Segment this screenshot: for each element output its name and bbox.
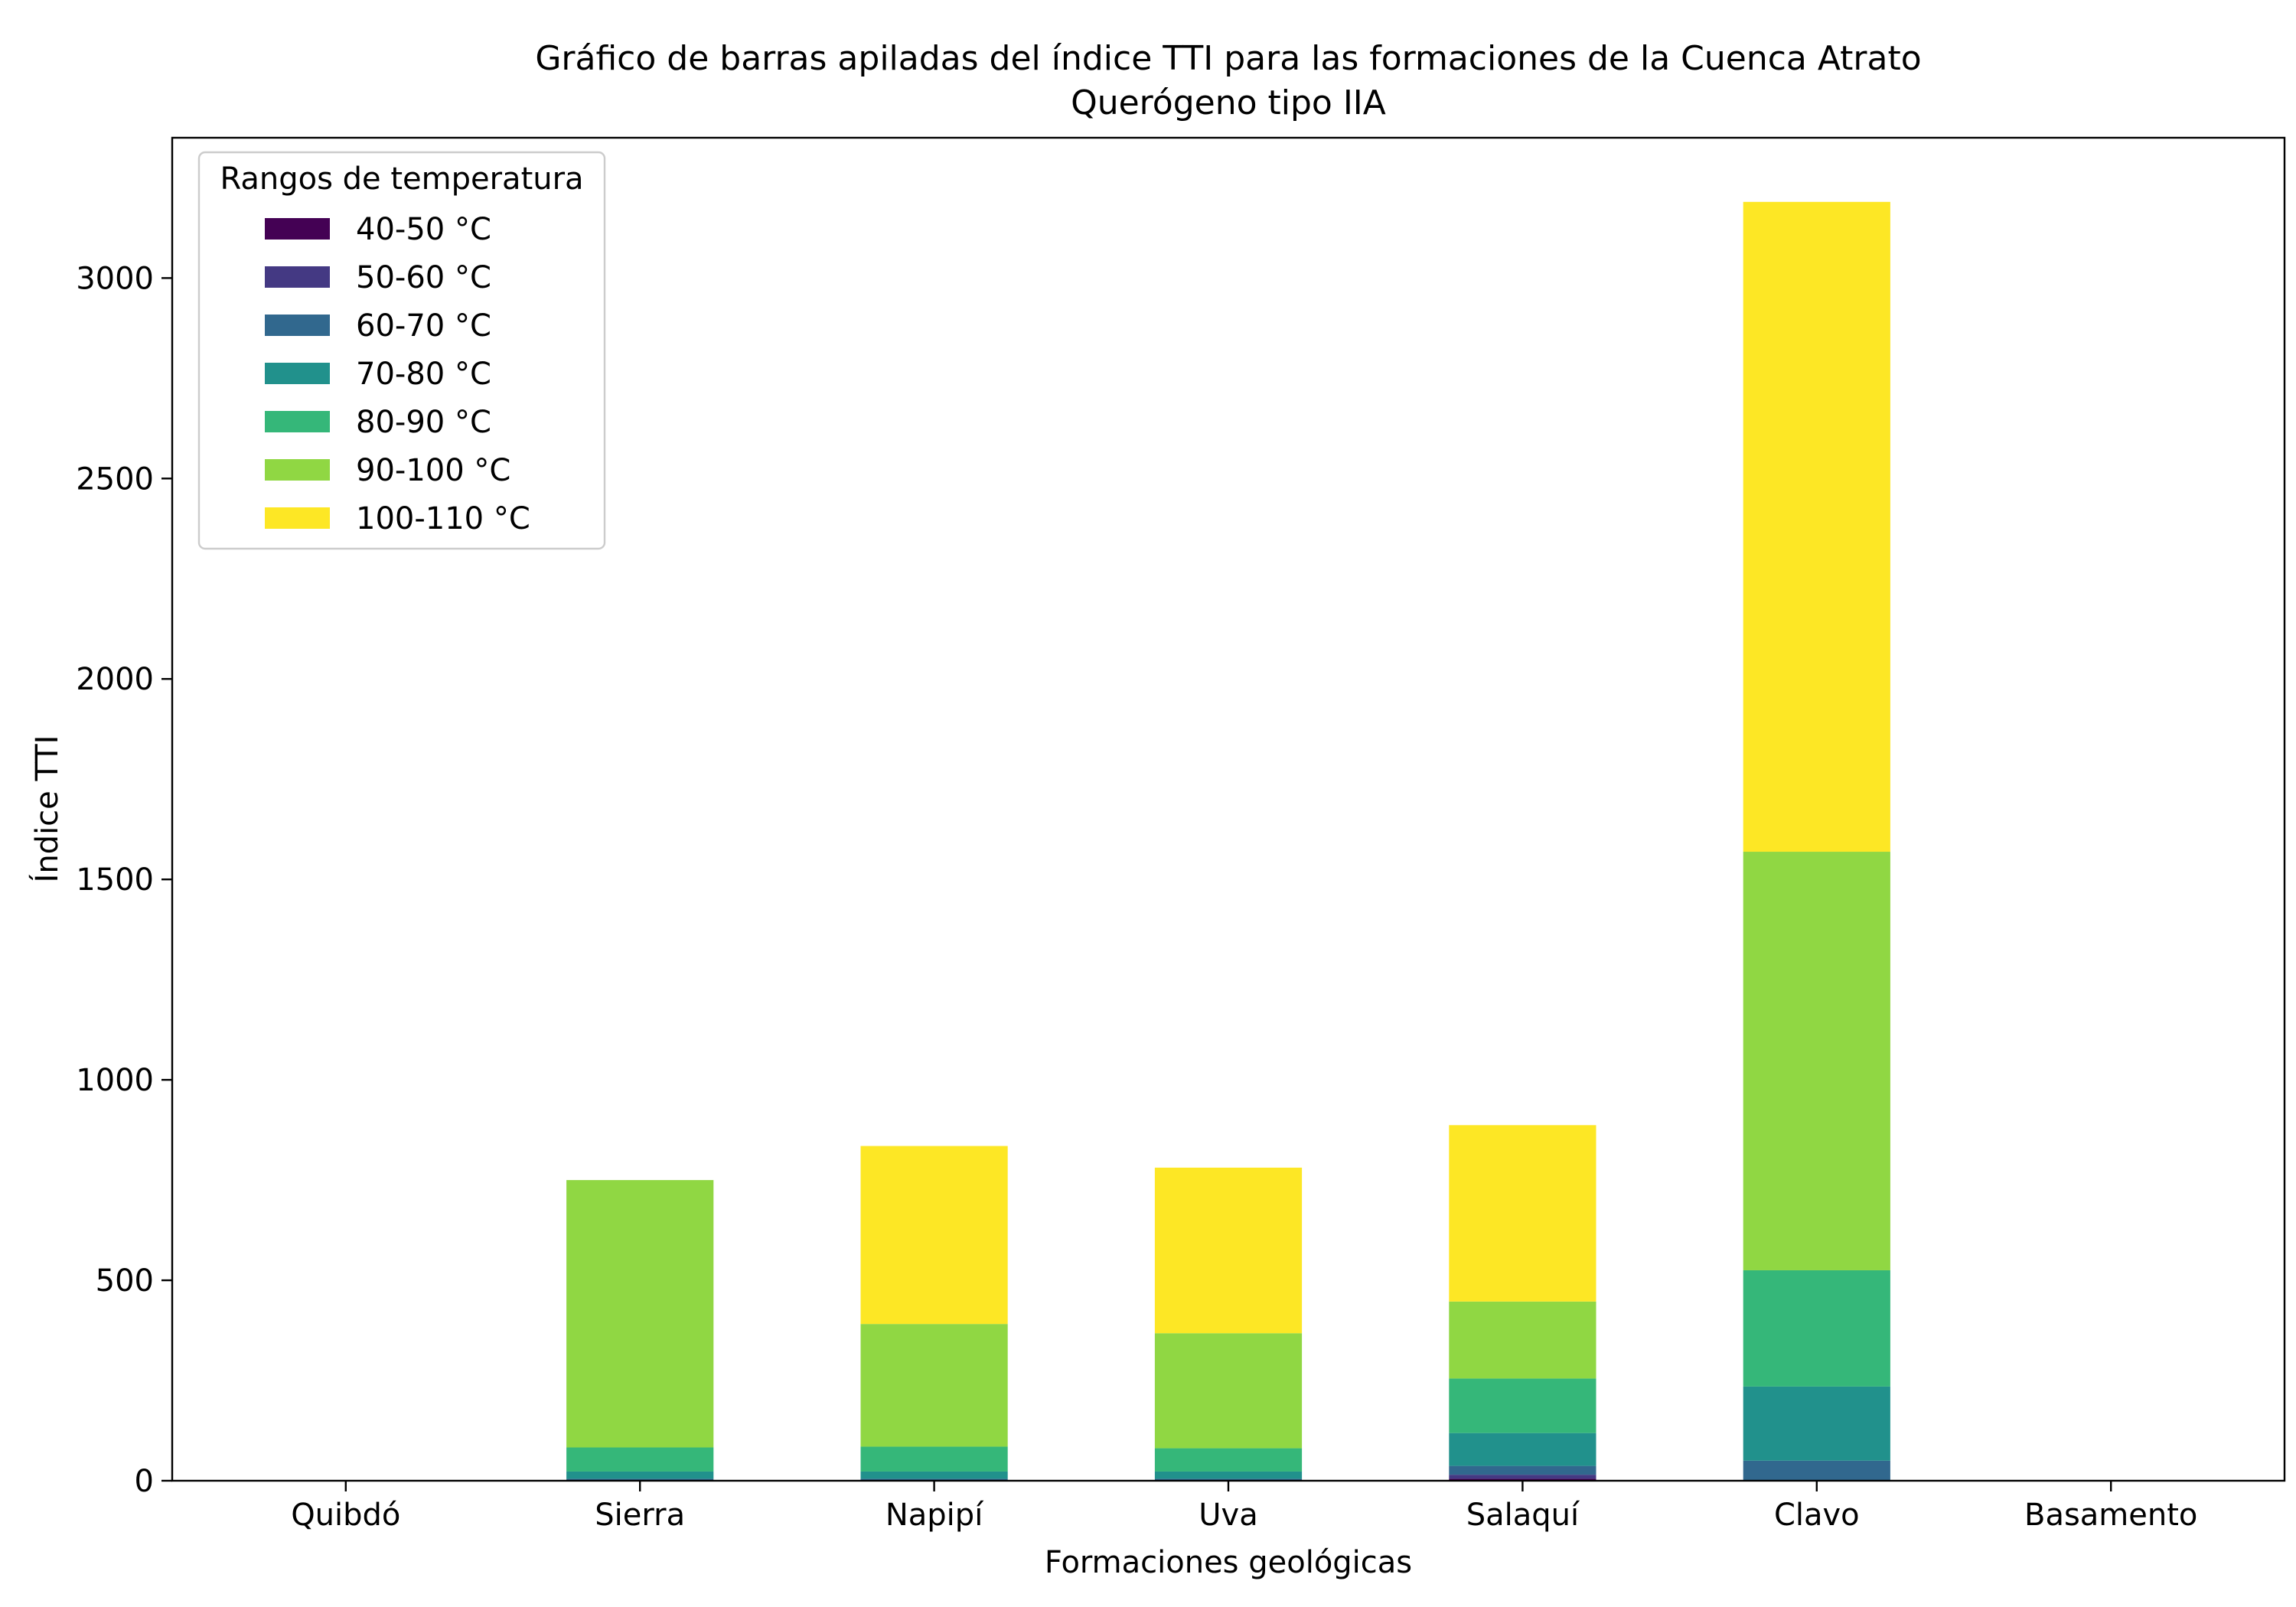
bar-segment-Uva-60-70 °C	[1154, 1478, 1303, 1481]
legend-swatch	[265, 507, 330, 529]
y-axis-label: Índice TTI	[28, 735, 65, 883]
bar-segment-Clavo-90-100 °C	[1743, 852, 1890, 1270]
bar-segment-Napipí-90-100 °C	[860, 1324, 1008, 1447]
x-axis-label: Formaciones geológicas	[1045, 1545, 1412, 1580]
bar-segment-Salaquí-100-110 °C	[1449, 1125, 1596, 1302]
legend-swatch	[265, 363, 330, 384]
x-tick-label: Clavo	[1774, 1498, 1860, 1533]
x-tick-label: Salaquí	[1466, 1498, 1580, 1533]
y-tick-label: 500	[96, 1263, 154, 1299]
plot-frame	[171, 136, 2286, 1482]
legend-entry-label: 90-100 °C	[356, 453, 510, 488]
bar-segment-Clavo-70-80 °C	[1743, 1386, 1890, 1461]
bar-segment-Salaquí-40-50 °C	[1449, 1478, 1596, 1481]
legend-entry-label: 40-50 °C	[356, 212, 491, 247]
chart-subtitle: Querógeno tipo IIA	[1071, 83, 1386, 122]
x-axis: Quibdó Sierra Napipí Uva Salaquí Clavo Basamen…	[291, 1481, 2197, 1533]
legend-entry-label: 80-90 °C	[356, 405, 491, 440]
bar-segment-Salaquí-90-100 °C	[1449, 1301, 1596, 1379]
bar-segment-Napipí-80-90 °C	[860, 1446, 1008, 1472]
bar-segment-Clavo-60-70 °C	[1743, 1460, 1890, 1481]
y-tick-label: 0	[135, 1464, 154, 1499]
legend-items: 40-50 °C 50-60 °C 60-70 °C 70-80 °C 80-90 °C…	[265, 212, 530, 536]
bars-layer	[566, 201, 1890, 1481]
legend-frame	[197, 151, 606, 550]
legend-entry-label: 70-80 °C	[356, 357, 491, 392]
legend-swatch	[265, 315, 330, 336]
bar-segment-Uva-80-90 °C	[1154, 1448, 1303, 1472]
y-tick-label: 1000	[76, 1063, 154, 1098]
legend-swatch	[265, 266, 330, 288]
bar-segment-Sierra-90-100 °C	[566, 1180, 714, 1448]
legend-entry-label: 60-70 °C	[356, 308, 491, 344]
legend-swatch	[265, 459, 330, 481]
legend: Rangos de temperatura 40-50 °C 50-60 °C 60…	[197, 151, 606, 550]
bar-segment-Salaquí-70-80 °C	[1449, 1433, 1596, 1466]
bar-segment-Clavo-100-110 °C	[1743, 201, 1890, 852]
legend-entry-label: 100-110 °C	[356, 501, 530, 536]
x-tick-label: Napipí	[885, 1498, 984, 1533]
bar-segment-Uva-100-110 °C	[1154, 1167, 1303, 1334]
bar-segment-Salaquí-80-90 °C	[1449, 1378, 1596, 1433]
bar-segment-Clavo-80-90 °C	[1743, 1270, 1890, 1387]
legend-swatch	[265, 411, 330, 432]
bar-segment-Salaquí-50-60 °C	[1449, 1475, 1596, 1479]
y-tick-label: 2500	[76, 461, 154, 497]
bar-segment-Napipí-70-80 °C	[860, 1471, 1008, 1479]
legend-title: Rangos de temperatura	[220, 161, 583, 197]
bar-segment-Sierra-60-70 °C	[566, 1478, 714, 1481]
bar-segment-Salaquí-60-70 °C	[1449, 1465, 1596, 1475]
x-tick-label: Sierra	[595, 1498, 685, 1533]
bar-segment-Napipí-100-110 °C	[860, 1146, 1008, 1325]
chart-title: Gráfico de barras apiladas del índice TT…	[535, 39, 1921, 78]
y-tick-label: 2000	[76, 662, 154, 697]
y-tick-label: 1500	[76, 862, 154, 898]
x-tick-label: Quibdó	[291, 1498, 400, 1533]
legend-swatch	[265, 218, 330, 240]
legend-entry-label: 50-60 °C	[356, 260, 491, 295]
bar-segment-Napipí-60-70 °C	[860, 1478, 1008, 1481]
bar-segment-Sierra-70-80 °C	[566, 1471, 714, 1479]
y-axis: 0 500 1000 1500 2000 2500 3000	[76, 261, 172, 1499]
x-tick-label: Basamento	[2024, 1498, 2197, 1533]
bar-segment-Uva-90-100 °C	[1154, 1333, 1303, 1449]
bar-segment-Uva-70-80 °C	[1154, 1471, 1303, 1479]
x-tick-label: Uva	[1199, 1498, 1257, 1533]
bar-segment-Sierra-80-90 °C	[566, 1447, 714, 1472]
y-tick-label: 3000	[76, 261, 154, 296]
